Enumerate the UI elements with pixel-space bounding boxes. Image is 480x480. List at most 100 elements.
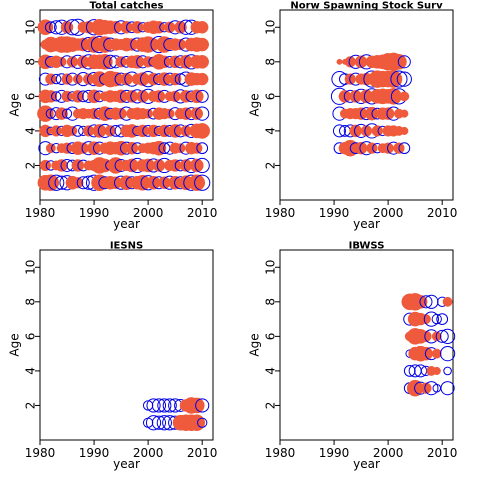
y-tick-label: 10 <box>264 20 278 35</box>
x-axis-label: year <box>353 217 380 231</box>
x-tick-label: 2010 <box>427 206 458 220</box>
positive-residual-bubble <box>188 414 206 432</box>
positive-residual-bubble <box>391 53 407 70</box>
x-tick-label: 1980 <box>265 206 296 220</box>
y-tick-label: 4 <box>264 127 278 135</box>
positive-residual-bubble <box>55 159 68 172</box>
y-tick-label: 6 <box>264 93 278 101</box>
y-tick-label: 2 <box>264 402 278 410</box>
x-tick-label: 1990 <box>79 446 110 460</box>
negative-residual-bubble <box>398 142 411 155</box>
y-tick-label: 4 <box>264 367 278 375</box>
positive-residual-bubble <box>399 91 410 102</box>
positive-residual-bubble <box>72 177 84 189</box>
x-tick-label: 1990 <box>319 446 350 460</box>
negative-residual-bubble <box>44 21 57 34</box>
y-tick-label: 10 <box>264 260 278 275</box>
positive-residual-bubble <box>382 142 394 154</box>
negative-residual-bubble <box>194 157 210 174</box>
negative-residual-bubble <box>157 398 172 413</box>
positive-residual-bubble <box>56 56 67 67</box>
positive-residual-bubble <box>55 107 68 120</box>
bubbles <box>330 52 412 157</box>
negative-residual-bubble <box>397 55 411 69</box>
positive-residual-bubble <box>195 21 209 34</box>
y-tick-label: 6 <box>24 93 38 101</box>
negative-residual-bubble <box>332 124 346 138</box>
negative-residual-bubble <box>162 398 177 413</box>
positive-residual-bubble <box>195 37 210 52</box>
negative-residual-bubble <box>195 89 209 103</box>
x-tick-label: 2010 <box>187 446 218 460</box>
plot-frame <box>279 249 454 441</box>
negative-residual-bubble <box>439 346 456 362</box>
positive-residual-bubble <box>420 382 432 394</box>
panel-title: Total catches <box>89 1 163 12</box>
x-tick-label: 2010 <box>187 206 218 220</box>
positive-residual-bubble <box>188 397 205 414</box>
negative-residual-bubble <box>435 329 449 343</box>
positive-residual-bubble <box>45 143 56 154</box>
positive-residual-bubble <box>195 72 209 86</box>
positive-residual-bubble <box>152 90 166 103</box>
y-tick-label: 8 <box>24 298 38 306</box>
positive-residual-bubble <box>174 21 187 34</box>
x-tick-label: 2000 <box>373 206 404 220</box>
y-tick-label: 4 <box>24 127 38 135</box>
positive-residual-bubble <box>338 90 352 103</box>
positive-residual-bubble <box>61 73 73 85</box>
y-tick-label: 4 <box>24 367 38 375</box>
y-axis-label: Age <box>8 333 22 356</box>
y-axis-label: Age <box>248 333 262 356</box>
y-tick-label: 10 <box>24 260 38 275</box>
y-axis-label: Age <box>8 93 22 116</box>
positive-residual-bubble <box>130 54 145 69</box>
positive-residual-bubble <box>45 73 57 85</box>
negative-residual-bubble <box>439 328 456 344</box>
negative-residual-bubble <box>145 415 162 431</box>
x-tick-label: 1990 <box>79 206 110 220</box>
positive-residual-bubble <box>419 346 433 361</box>
plot-frame <box>39 9 214 201</box>
negative-residual-bubble <box>51 73 62 85</box>
negative-residual-bubble <box>61 108 73 119</box>
panel-1: Total catches 1980 1990 2000 2010 2 4 6 8 10 year A… <box>8 1 218 232</box>
negative-residual-bubble <box>419 295 433 309</box>
negative-residual-bubble <box>423 311 439 327</box>
y-axis-label: Age <box>248 93 262 116</box>
bubbles <box>37 18 211 192</box>
y-tick-label: 2 <box>264 162 278 170</box>
negative-residual-bubble <box>431 313 442 325</box>
positive-residual-bubble <box>188 174 206 192</box>
positive-residual-bubble <box>164 108 175 119</box>
positive-residual-bubble <box>420 330 432 342</box>
x-axis-label: year <box>353 457 380 471</box>
positive-residual-bubble <box>431 348 442 359</box>
negative-residual-bubble <box>440 381 455 396</box>
positive-residual-bubble <box>44 90 58 103</box>
panel-3: IESNS 1980 1990 2000 2010 2 4 6 8 10 year Age <box>8 241 218 472</box>
negative-residual-bubble <box>48 174 65 191</box>
x-tick-label: 2000 <box>373 446 404 460</box>
positive-residual-bubble <box>421 314 431 324</box>
y-tick-label: 6 <box>264 333 278 341</box>
positive-residual-bubble <box>50 125 62 137</box>
positive-residual-bubble <box>400 109 409 118</box>
positive-residual-bubble <box>97 53 113 70</box>
panel-4: IBWSS 1980 1990 2000 2010 2 4 6 8 10 year Age <box>248 241 458 472</box>
negative-residual-bubble <box>156 415 172 431</box>
positive-residual-bubble <box>39 124 52 138</box>
positive-residual-bubble <box>431 331 442 342</box>
x-tick-label: 2010 <box>427 446 458 460</box>
negative-residual-bubble <box>195 106 210 121</box>
negative-residual-bubble <box>424 381 439 396</box>
x-tick-label: 2000 <box>133 206 164 220</box>
positive-residual-bubble <box>189 158 204 173</box>
positive-residual-bubble <box>344 73 356 85</box>
panel-2: Norw Spawning Stock Surv 1980 1990 2000 2010… <box>248 1 458 232</box>
y-tick-label: 2 <box>24 162 38 170</box>
bubbles <box>401 293 456 397</box>
panel-title: Norw Spawning Stock Surv <box>290 1 443 12</box>
positive-residual-bubble <box>189 89 204 104</box>
positive-residual-bubble <box>179 107 193 120</box>
